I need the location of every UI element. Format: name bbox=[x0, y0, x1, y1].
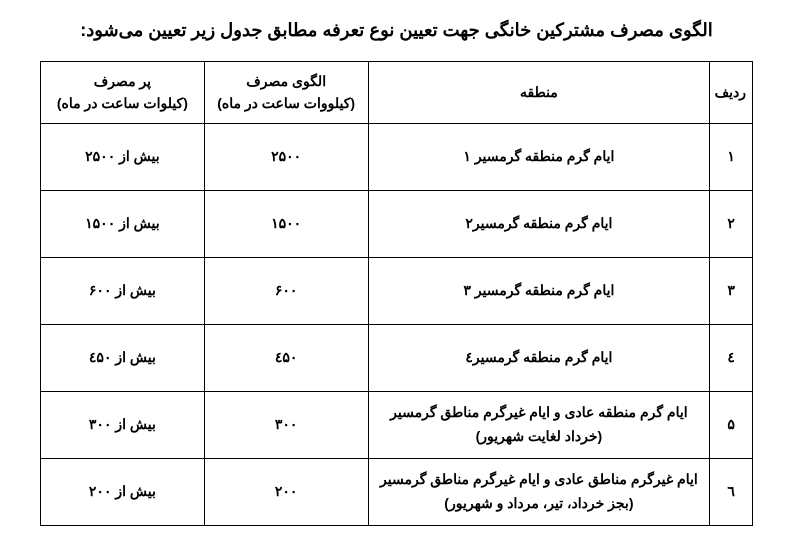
page-title: الگوی مصرف مشترکین خانگی جهت تعیین نوع ت… bbox=[40, 20, 753, 41]
table-row: ۳ ایام گرم منطقه گرمسیر ۳ ۶۰۰ بیش از ۶۰۰ bbox=[41, 257, 753, 324]
table-row: ۱ ایام گرم منطقه گرمسیر ۱ ۲۵۰۰ بیش از ۲۵… bbox=[41, 123, 753, 190]
cell-pattern: ٤۵۰ bbox=[204, 324, 368, 391]
header-pattern: الگوی مصرف(کیلووات ساعت در ماه) bbox=[204, 62, 368, 124]
cell-region: ایام گرم منطقه عادی و ایام غیرگرم مناطق … bbox=[368, 391, 710, 458]
cell-high: بیش از ۳۰۰ bbox=[41, 391, 205, 458]
cell-index: ٤ bbox=[710, 324, 753, 391]
cell-region: ایام گرم منطقه گرمسیر ۳ bbox=[368, 257, 710, 324]
header-high: پر مصرف(کیلوات ساعت در ماه) bbox=[41, 62, 205, 124]
cell-high: بیش از ۶۰۰ bbox=[41, 257, 205, 324]
cell-region: ایام غیرگرم مناطق عادی و ایام غیرگرم منا… bbox=[368, 458, 710, 525]
cell-high: بیش از ۲۰۰ bbox=[41, 458, 205, 525]
cell-pattern: ۲۵۰۰ bbox=[204, 123, 368, 190]
cell-index: ۳ bbox=[710, 257, 753, 324]
cell-high: بیش از ۱۵۰۰ bbox=[41, 190, 205, 257]
cell-index: ۱ bbox=[710, 123, 753, 190]
consumption-table: ردیف منطقه الگوی مصرف(کیلووات ساعت در ما… bbox=[40, 61, 753, 526]
table-header-row: ردیف منطقه الگوی مصرف(کیلووات ساعت در ما… bbox=[41, 62, 753, 124]
table-row: ۵ ایام گرم منطقه عادی و ایام غیرگرم مناط… bbox=[41, 391, 753, 458]
header-index: ردیف bbox=[710, 62, 753, 124]
cell-region: ایام گرم منطقه گرمسیر۲ bbox=[368, 190, 710, 257]
cell-high: بیش از ٤۵۰ bbox=[41, 324, 205, 391]
cell-pattern: ۱۵۰۰ bbox=[204, 190, 368, 257]
table-row: ۲ ایام گرم منطقه گرمسیر۲ ۱۵۰۰ بیش از ۱۵۰… bbox=[41, 190, 753, 257]
cell-index: ٦ bbox=[710, 458, 753, 525]
table-row: ٦ ایام غیرگرم مناطق عادی و ایام غیرگرم م… bbox=[41, 458, 753, 525]
header-region: منطقه bbox=[368, 62, 710, 124]
cell-pattern: ۲۰۰ bbox=[204, 458, 368, 525]
cell-index: ۲ bbox=[710, 190, 753, 257]
cell-high: بیش از ۲۵۰۰ bbox=[41, 123, 205, 190]
cell-region: ایام گرم منطقه گرمسیر ۱ bbox=[368, 123, 710, 190]
table-row: ٤ ایام گرم منطقه گرمسیر٤ ٤۵۰ بیش از ٤۵۰ bbox=[41, 324, 753, 391]
table-body: ۱ ایام گرم منطقه گرمسیر ۱ ۲۵۰۰ بیش از ۲۵… bbox=[41, 123, 753, 525]
cell-pattern: ۳۰۰ bbox=[204, 391, 368, 458]
cell-region: ایام گرم منطقه گرمسیر٤ bbox=[368, 324, 710, 391]
cell-pattern: ۶۰۰ bbox=[204, 257, 368, 324]
cell-index: ۵ bbox=[710, 391, 753, 458]
